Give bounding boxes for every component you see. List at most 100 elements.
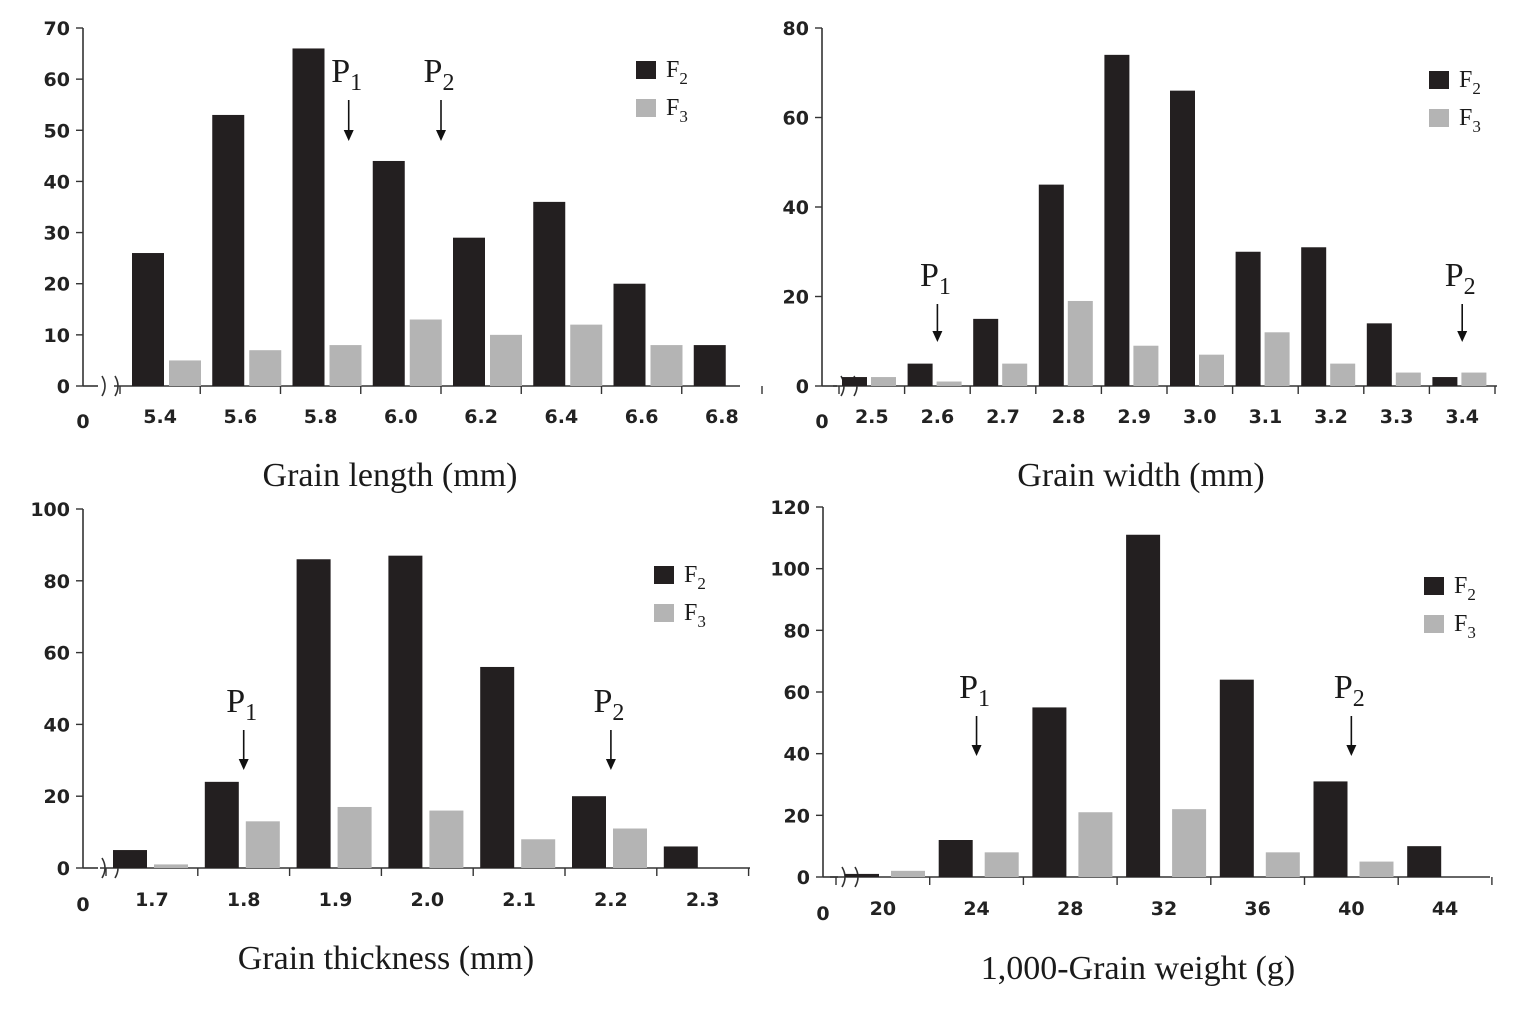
parent-label: P1	[920, 257, 951, 300]
arrow-head-icon	[238, 759, 249, 770]
y-tick-label: 10	[44, 325, 70, 347]
parent-label: P2	[1445, 257, 1476, 300]
parent-label-main: P	[226, 683, 245, 720]
bar-f2-3.1	[1235, 251, 1261, 386]
bar-f3-1.8	[245, 821, 280, 868]
y-tick-label: 100	[770, 559, 810, 581]
x-tick-label: 44	[1432, 898, 1458, 920]
y-tick-label: 20	[44, 274, 70, 296]
axis-break-mark	[114, 375, 119, 397]
y-tick-label: 40	[44, 171, 70, 193]
legend-label-sub: 3	[1467, 623, 1476, 642]
x-tick-label: 3.2	[1314, 406, 1348, 428]
bar-f2-3.4	[1432, 377, 1458, 386]
x-tick-label: 28	[1057, 898, 1083, 920]
legend-label-f2: F2	[684, 562, 706, 593]
parent-label: P2	[593, 683, 624, 726]
bar-f2-2.1	[480, 666, 515, 868]
x-origin-label: 0	[816, 903, 829, 925]
x-axis-title: 1,000-Grain weight (g)	[981, 950, 1295, 987]
parent-label-sub: 1	[245, 700, 257, 726]
bar-f2-6.8	[693, 345, 726, 386]
x-axis-title: Grain length (mm)	[263, 457, 518, 494]
bar-f3-2.2	[613, 828, 647, 868]
bar-f3-1.9	[337, 806, 372, 868]
parent-label-main: P	[331, 53, 350, 90]
bar-f3-6.2	[490, 334, 522, 386]
arrow-head-icon	[932, 331, 943, 342]
bar-f2-6.0	[372, 160, 405, 386]
x-tick-label: 3.4	[1445, 406, 1479, 428]
x-tick-label: 3.1	[1249, 406, 1283, 428]
parent-marker-p1: P1	[959, 669, 990, 756]
parent-label-sub: 2	[442, 70, 454, 96]
x-tick-label: 32	[1151, 898, 1177, 920]
x-tick-label: 20	[870, 898, 896, 920]
legend-label-main: F	[666, 57, 679, 83]
bar-f2-6.4	[533, 201, 566, 386]
legend-label-sub: 2	[679, 69, 688, 88]
x-origin-label: 0	[76, 894, 89, 916]
arrow-head-icon	[436, 130, 446, 141]
chart-panel-3: 0 20 40 60 80 100 0 1.7 1.8 1.9 2.0 2.1 2.2 2.3 Grain …	[30, 499, 750, 977]
bar-f2-6.6	[613, 283, 646, 386]
parent-label-main: P	[424, 53, 443, 90]
bar-f3-40	[1359, 861, 1394, 877]
legend-label-main: F	[1454, 611, 1467, 637]
bar-f2-3.3	[1366, 323, 1392, 386]
x-tick-label: 2.9	[1117, 406, 1151, 428]
bar-f3-2.5	[871, 377, 896, 386]
y-tick-label: 50	[44, 120, 70, 142]
legend-swatch-f3	[636, 99, 656, 117]
bar-f2-28	[1032, 707, 1067, 877]
legend-label-f3: F3	[1459, 105, 1481, 136]
axis-break-mark	[101, 375, 106, 397]
x-tick-label: 2.0	[410, 889, 444, 911]
bar-f2-2.9	[1104, 54, 1130, 386]
bar-f3-3.4	[1461, 372, 1487, 386]
bar-f3-28	[1078, 812, 1113, 877]
legend-swatch-f2	[1424, 577, 1444, 595]
x-tick-label: 6.0	[384, 406, 418, 428]
bar-f3-1.7	[154, 864, 188, 868]
y-tick-label: 30	[44, 223, 70, 245]
parent-label-sub: 1	[939, 274, 951, 300]
legend-label-main: F	[1459, 67, 1472, 93]
bar-f3-36	[1265, 852, 1300, 877]
bar-f2-24	[938, 840, 973, 877]
bar-f2-2.3	[663, 846, 698, 868]
bar-f2-32	[1126, 534, 1161, 877]
bar-f3-6.0	[409, 319, 442, 386]
x-tick-label: 40	[1338, 898, 1364, 920]
y-tick-label: 80	[784, 620, 810, 642]
x-tick-label: 2.8	[1052, 406, 1086, 428]
x-tick-label: 1.7	[135, 889, 169, 911]
legend-label-f2: F2	[1454, 573, 1476, 604]
bar-f2-1.9	[296, 559, 331, 868]
x-tick-label: 2.7	[986, 406, 1020, 428]
y-tick-label: 80	[783, 18, 809, 40]
bar-f3-3.3	[1395, 372, 1421, 386]
x-tick-label: 24	[963, 898, 989, 920]
x-axis-title: Grain thickness (mm)	[238, 940, 535, 977]
y-tick-label: 0	[797, 867, 810, 889]
bar-f3-3.2	[1330, 363, 1356, 386]
arrow-head-icon	[971, 745, 982, 756]
y-tick-label: 60	[784, 682, 810, 704]
x-tick-label: 5.6	[224, 406, 258, 428]
bar-f3-32	[1172, 809, 1207, 877]
bar-f2-5.4	[132, 253, 164, 386]
bar-f3-24	[984, 852, 1019, 877]
x-tick-label: 6.6	[625, 406, 659, 428]
parent-label-sub: 2	[612, 700, 624, 726]
parent-label: P2	[424, 53, 455, 96]
bar-f3-2.6	[936, 381, 962, 386]
parent-label: P1	[959, 669, 990, 712]
legend-label-sub: 3	[679, 107, 688, 126]
bar-f3-5.8	[329, 345, 362, 386]
legend-swatch-f2	[636, 61, 656, 79]
bar-f3-3.1	[1264, 332, 1290, 386]
arrow-head-icon	[343, 130, 354, 141]
